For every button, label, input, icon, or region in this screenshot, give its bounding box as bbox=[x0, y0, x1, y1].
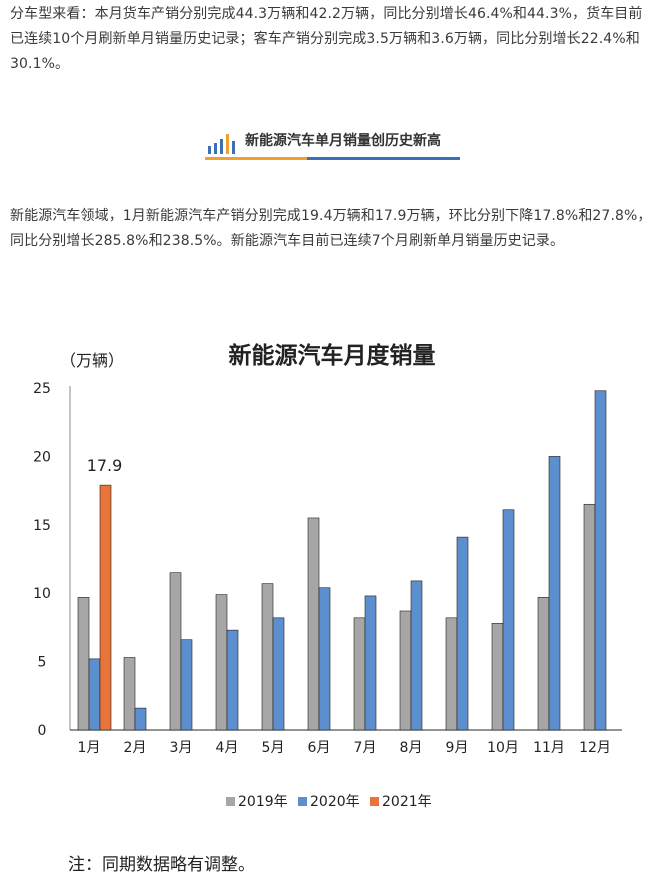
x-tick-label: 8月 bbox=[400, 740, 423, 756]
x-tick-label: 5月 bbox=[262, 740, 285, 756]
bar-2020年-5月 bbox=[272, 617, 285, 731]
chart-note: 注：同期数据略有调整。 bbox=[68, 855, 255, 875]
bar-2019年-3月 bbox=[169, 572, 182, 731]
bar-chart-icon bbox=[208, 134, 235, 154]
x-tick-label: 7月 bbox=[354, 740, 377, 756]
legend-swatch-2019年 bbox=[226, 797, 235, 806]
section-rule-blue bbox=[307, 157, 460, 160]
legend-label-2019年: 2019年 bbox=[238, 794, 288, 810]
legend-label-2021年: 2021年 bbox=[382, 794, 432, 810]
bar-2019年-8月 bbox=[399, 610, 412, 731]
x-tick-label: 10月 bbox=[487, 740, 519, 756]
chart-title: 新能源汽车月度销量 bbox=[229, 342, 436, 369]
x-tick-label: 12月 bbox=[579, 740, 611, 756]
legend-swatch-2021年 bbox=[370, 797, 379, 806]
bar-2019年-4月 bbox=[215, 594, 228, 731]
section-title: 新能源汽车单月销量创历史新高 bbox=[245, 133, 441, 149]
bar-2020年-8月 bbox=[410, 580, 423, 731]
x-tick-label: 4月 bbox=[216, 740, 239, 756]
bar-2020年-12月 bbox=[594, 390, 607, 731]
bar-2020年-3月 bbox=[180, 639, 193, 731]
x-tick-label: 2月 bbox=[124, 740, 147, 756]
nev-monthly-sales-chart: 新能源汽车月度销量 （万辆） 0 5 10 15 20 25 1月 2月 3月 4月 5月 6月 7月 8… bbox=[33, 342, 622, 810]
legend-swatch-2020年 bbox=[298, 797, 307, 806]
bar-2019年-2月 bbox=[123, 657, 136, 731]
y-tick-label: 0 bbox=[38, 723, 47, 739]
section-rule-orange bbox=[205, 157, 307, 160]
section-header: 新能源汽车单月销量创历史新高 bbox=[205, 128, 460, 164]
bar-2019年-9月 bbox=[445, 617, 458, 731]
bar-2021年-1月 bbox=[99, 484, 112, 731]
bar-2019年-11月 bbox=[537, 597, 550, 731]
y-tick-label: 5 bbox=[38, 655, 47, 671]
x-tick-label: 11月 bbox=[533, 740, 565, 756]
bar-2019年-5月 bbox=[261, 583, 274, 731]
legend-label-2020年: 2020年 bbox=[310, 794, 360, 810]
bar-2019年-7月 bbox=[353, 617, 366, 731]
y-tick-label: 20 bbox=[33, 449, 51, 465]
y-axis-label: （万辆） bbox=[60, 351, 124, 370]
bar-2019年-12月 bbox=[583, 503, 596, 731]
bar-2020年-9月 bbox=[456, 536, 469, 731]
bar-2020年-11月 bbox=[548, 456, 561, 731]
x-tick-label: 3月 bbox=[170, 740, 193, 756]
x-tick-label: 1月 bbox=[78, 740, 101, 756]
y-tick-label: 10 bbox=[33, 586, 51, 602]
bar-2020年-6月 bbox=[318, 587, 331, 731]
data-label: 17.9 bbox=[87, 456, 123, 475]
bar-2020年-10月 bbox=[502, 509, 515, 731]
bar-2020年-7月 bbox=[364, 595, 377, 731]
y-tick-label: 15 bbox=[33, 518, 51, 534]
y-tick-label: 25 bbox=[33, 381, 51, 397]
paragraph-truck-bus: 分车型来看：本月货车产销分别完成44.3万辆和42.2万辆，同比分别增长46.4… bbox=[10, 6, 643, 72]
bar-2020年-1月 bbox=[88, 658, 101, 731]
x-tick-label: 9月 bbox=[446, 740, 469, 756]
bar-2020年-2月 bbox=[134, 707, 147, 731]
paragraph-nev: 新能源汽车领域，1月新能源汽车产销分别完成19.4万辆和17.9万辆，环比分别下… bbox=[10, 208, 652, 249]
bar-2019年-6月 bbox=[307, 517, 320, 731]
bar-2019年-10月 bbox=[491, 622, 504, 731]
bar-2020年-4月 bbox=[226, 629, 239, 731]
x-tick-label: 6月 bbox=[308, 740, 331, 756]
bar-2019年-1月 bbox=[77, 597, 90, 731]
